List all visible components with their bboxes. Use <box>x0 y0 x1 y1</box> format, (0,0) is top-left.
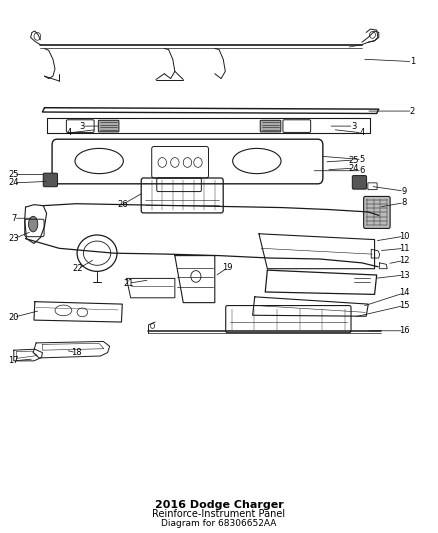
Text: Diagram for 68306652AA: Diagram for 68306652AA <box>161 519 277 528</box>
Text: 23: 23 <box>8 234 19 243</box>
Text: 26: 26 <box>117 200 127 209</box>
Text: 4: 4 <box>359 128 364 138</box>
Text: 8: 8 <box>401 198 407 207</box>
Text: 1: 1 <box>410 57 415 66</box>
Text: 3: 3 <box>80 122 85 131</box>
Text: 17: 17 <box>8 357 19 365</box>
Text: 10: 10 <box>399 232 409 241</box>
Text: 25: 25 <box>9 170 19 179</box>
Text: 12: 12 <box>399 256 409 265</box>
Text: 24: 24 <box>9 179 19 187</box>
Text: 20: 20 <box>9 313 19 322</box>
Text: 2: 2 <box>410 107 415 116</box>
Text: 16: 16 <box>399 326 410 335</box>
Text: 15: 15 <box>399 301 409 310</box>
Text: 19: 19 <box>222 263 233 272</box>
Text: 2016 Dodge Charger: 2016 Dodge Charger <box>155 500 283 510</box>
FancyBboxPatch shape <box>364 197 390 229</box>
FancyBboxPatch shape <box>352 175 367 189</box>
Text: 24: 24 <box>348 164 359 173</box>
Text: 6: 6 <box>359 166 365 175</box>
Text: 9: 9 <box>401 187 406 196</box>
FancyBboxPatch shape <box>43 173 57 187</box>
Text: 5: 5 <box>359 155 364 164</box>
Ellipse shape <box>28 216 38 232</box>
FancyBboxPatch shape <box>98 120 119 132</box>
Text: 7: 7 <box>11 214 17 223</box>
Text: 22: 22 <box>73 264 83 273</box>
Text: 21: 21 <box>124 279 134 288</box>
Text: 3: 3 <box>351 122 356 131</box>
Text: 18: 18 <box>71 348 81 357</box>
FancyBboxPatch shape <box>260 120 281 132</box>
Text: 4: 4 <box>67 128 72 138</box>
Text: 14: 14 <box>399 288 409 297</box>
Text: 11: 11 <box>399 244 409 253</box>
Text: Reinforce-Instrument Panel: Reinforce-Instrument Panel <box>152 510 286 519</box>
Text: 25: 25 <box>348 156 359 165</box>
Text: 13: 13 <box>399 271 410 279</box>
